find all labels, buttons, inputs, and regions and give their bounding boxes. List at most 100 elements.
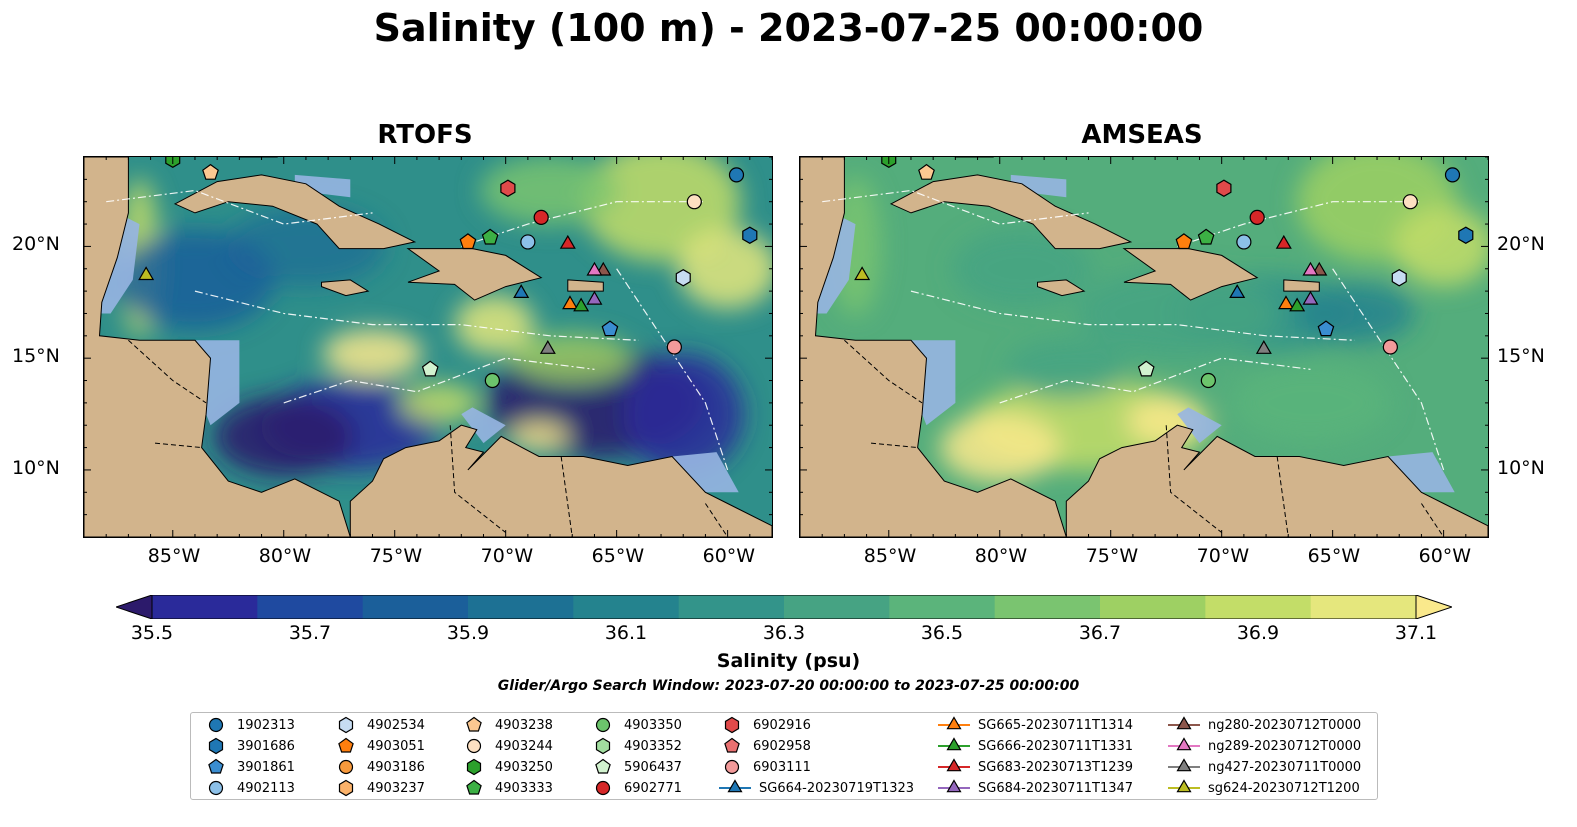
legend-entry: 4903352 <box>588 737 682 755</box>
legend-label: ng427-20230711T0000 <box>1208 759 1362 775</box>
legend-marker-triangle-icon <box>1168 737 1200 751</box>
colorbar-tick-label: 35.5 <box>130 622 174 644</box>
legend-label: 6902916 <box>753 717 811 733</box>
legend-entry: 4903051 <box>331 737 425 755</box>
legend-label: 4903250 <box>495 759 553 775</box>
obs-marker-ng427 <box>1255 339 1272 354</box>
legend-label: 4903350 <box>624 717 682 733</box>
legend-marker-triangle-icon <box>938 779 970 793</box>
map-panel-rtofs <box>83 156 773 538</box>
legend-label: 4903238 <box>495 717 553 733</box>
obs-marker-4903350 <box>484 372 500 389</box>
lon-tick-label: 60°W <box>702 545 756 567</box>
lon-tick-label: 65°W <box>591 545 645 567</box>
legend-marker-pentagon-icon <box>466 779 482 795</box>
obs-marker-SG664 <box>1229 284 1246 298</box>
legend-marker-pentagon-icon <box>724 737 740 753</box>
colorbar-tick-label: 37.1 <box>1394 622 1438 644</box>
legend-entry: 4903186 <box>331 758 425 776</box>
legend-marker-hexagon-icon <box>595 737 611 755</box>
lat-tick-label-right: 15°N <box>1497 345 1545 368</box>
lon-tick-label: 65°W <box>1307 545 1361 567</box>
lat-tick-label-right: 10°N <box>1497 456 1545 479</box>
colorbar-tick-label: 36.3 <box>762 622 806 644</box>
obs-marker-5906437 <box>1137 360 1155 377</box>
colorbar-tick-label: 36.7 <box>1078 622 1122 644</box>
legend-entry: ng280-20230712T0000 <box>1166 716 1361 734</box>
obs-marker-SG684 <box>1302 290 1319 305</box>
legend-marker-circle-icon <box>208 780 224 796</box>
legend-label: ng289-20230712T0000 <box>1208 738 1362 754</box>
obs-marker-SG665 <box>1278 295 1295 310</box>
legend-marker-circle-icon <box>338 759 354 775</box>
legend-marker-triangle-icon <box>938 758 970 772</box>
obs-marker-4903051 <box>1175 233 1193 250</box>
lon-tick-label: 70°W <box>480 545 534 567</box>
legend-label: SG683-20230713T1239 <box>978 759 1134 775</box>
legend-marker-triangle-icon <box>1168 779 1200 793</box>
legend-label: 6902771 <box>624 780 682 796</box>
search-window-text: Glider/Argo Search Window: 2023-07-20 00… <box>497 678 1080 694</box>
legend-entry: 4903250 <box>459 758 553 776</box>
legend-entry: 6902771 <box>588 779 682 797</box>
legend-entry: SG664-20230719T1323 <box>717 779 914 797</box>
legend-label: ng280-20230712T0000 <box>1208 717 1362 733</box>
obs-marker-4903238 <box>918 163 935 180</box>
obs-marker-4902113 <box>520 234 536 250</box>
legend-entry: 4902113 <box>201 779 295 797</box>
legend-label: 4903333 <box>495 780 553 796</box>
obs-marker-ng427 <box>539 339 556 354</box>
obs-marker-4903051 <box>459 233 477 250</box>
obs-marker-SG666 <box>1289 297 1306 312</box>
lat-tick-label-left: 15°N <box>12 345 60 368</box>
obs-marker-SG684 <box>586 290 603 305</box>
legend-label: 6903111 <box>753 759 811 775</box>
legend-entry: 4903350 <box>588 716 682 734</box>
legend-label: 3901686 <box>237 738 295 754</box>
colorbar-tick-label: 36.1 <box>604 622 648 644</box>
legend-entry: SG683-20230713T1239 <box>936 758 1133 776</box>
legend-marker-circle-icon <box>466 738 482 754</box>
obs-marker-sg624 <box>854 266 871 281</box>
legend-marker-circle-icon <box>724 759 740 775</box>
obs-marker-6902916 <box>500 179 516 197</box>
colorbar <box>116 595 1452 619</box>
legend-marker-pentagon-icon <box>595 758 611 774</box>
obs-marker-4903244 <box>686 194 702 210</box>
colorbar-tick-label: 35.9 <box>446 622 490 644</box>
panel-title-amseas: AMSEAS <box>1081 120 1203 150</box>
legend-entry: SG665-20230711T1314 <box>936 716 1133 734</box>
legend-marker-circle-icon <box>595 780 611 796</box>
lat-tick-label-left: 10°N <box>12 456 60 479</box>
legend-entry: 5906437 <box>588 758 682 776</box>
colorbar-tick-label: 35.7 <box>288 622 332 644</box>
legend-label: SG664-20230719T1323 <box>759 780 915 796</box>
obs-marker-6902771 <box>533 209 549 225</box>
legend-marker-hexagon-icon <box>338 716 354 734</box>
legend-marker-triangle-icon <box>1168 716 1200 730</box>
obs-marker-4903333 <box>481 228 499 245</box>
legend-entry: 6903111 <box>717 758 811 776</box>
legend-label: 4903244 <box>495 738 553 754</box>
legend-marker-hexagon-icon <box>466 758 482 776</box>
legend-label: SG684-20230711T1347 <box>978 780 1134 796</box>
legend-entry: sg624-20230712T1200 <box>1166 779 1360 797</box>
legend-entry: 3901686 <box>201 737 295 755</box>
legend-entry: 4903238 <box>459 716 553 734</box>
lon-tick-label: 60°W <box>1418 545 1472 567</box>
legend-marker-pentagon-icon <box>466 716 482 732</box>
legend-marker-pentagon-icon <box>208 758 224 774</box>
legend-label: 4903186 <box>367 759 425 775</box>
colorbar-tick-label: 36.5 <box>920 622 964 644</box>
legend-entry: 4903333 <box>459 779 553 797</box>
obs-marker-SG683 <box>1275 234 1292 249</box>
legend-label: 4903237 <box>367 780 425 796</box>
legend-entry: 1902313 <box>201 716 295 734</box>
legend-entry: 4902534 <box>331 716 425 734</box>
legend-label: SG666-20230711T1331 <box>978 738 1134 754</box>
obs-marker-6903111 <box>1382 339 1398 355</box>
obs-marker-ng289 <box>1302 261 1319 276</box>
obs-marker-6903111 <box>666 339 682 355</box>
legend-label: SG665-20230711T1314 <box>978 717 1134 733</box>
legend-entry: 4903237 <box>331 779 425 797</box>
